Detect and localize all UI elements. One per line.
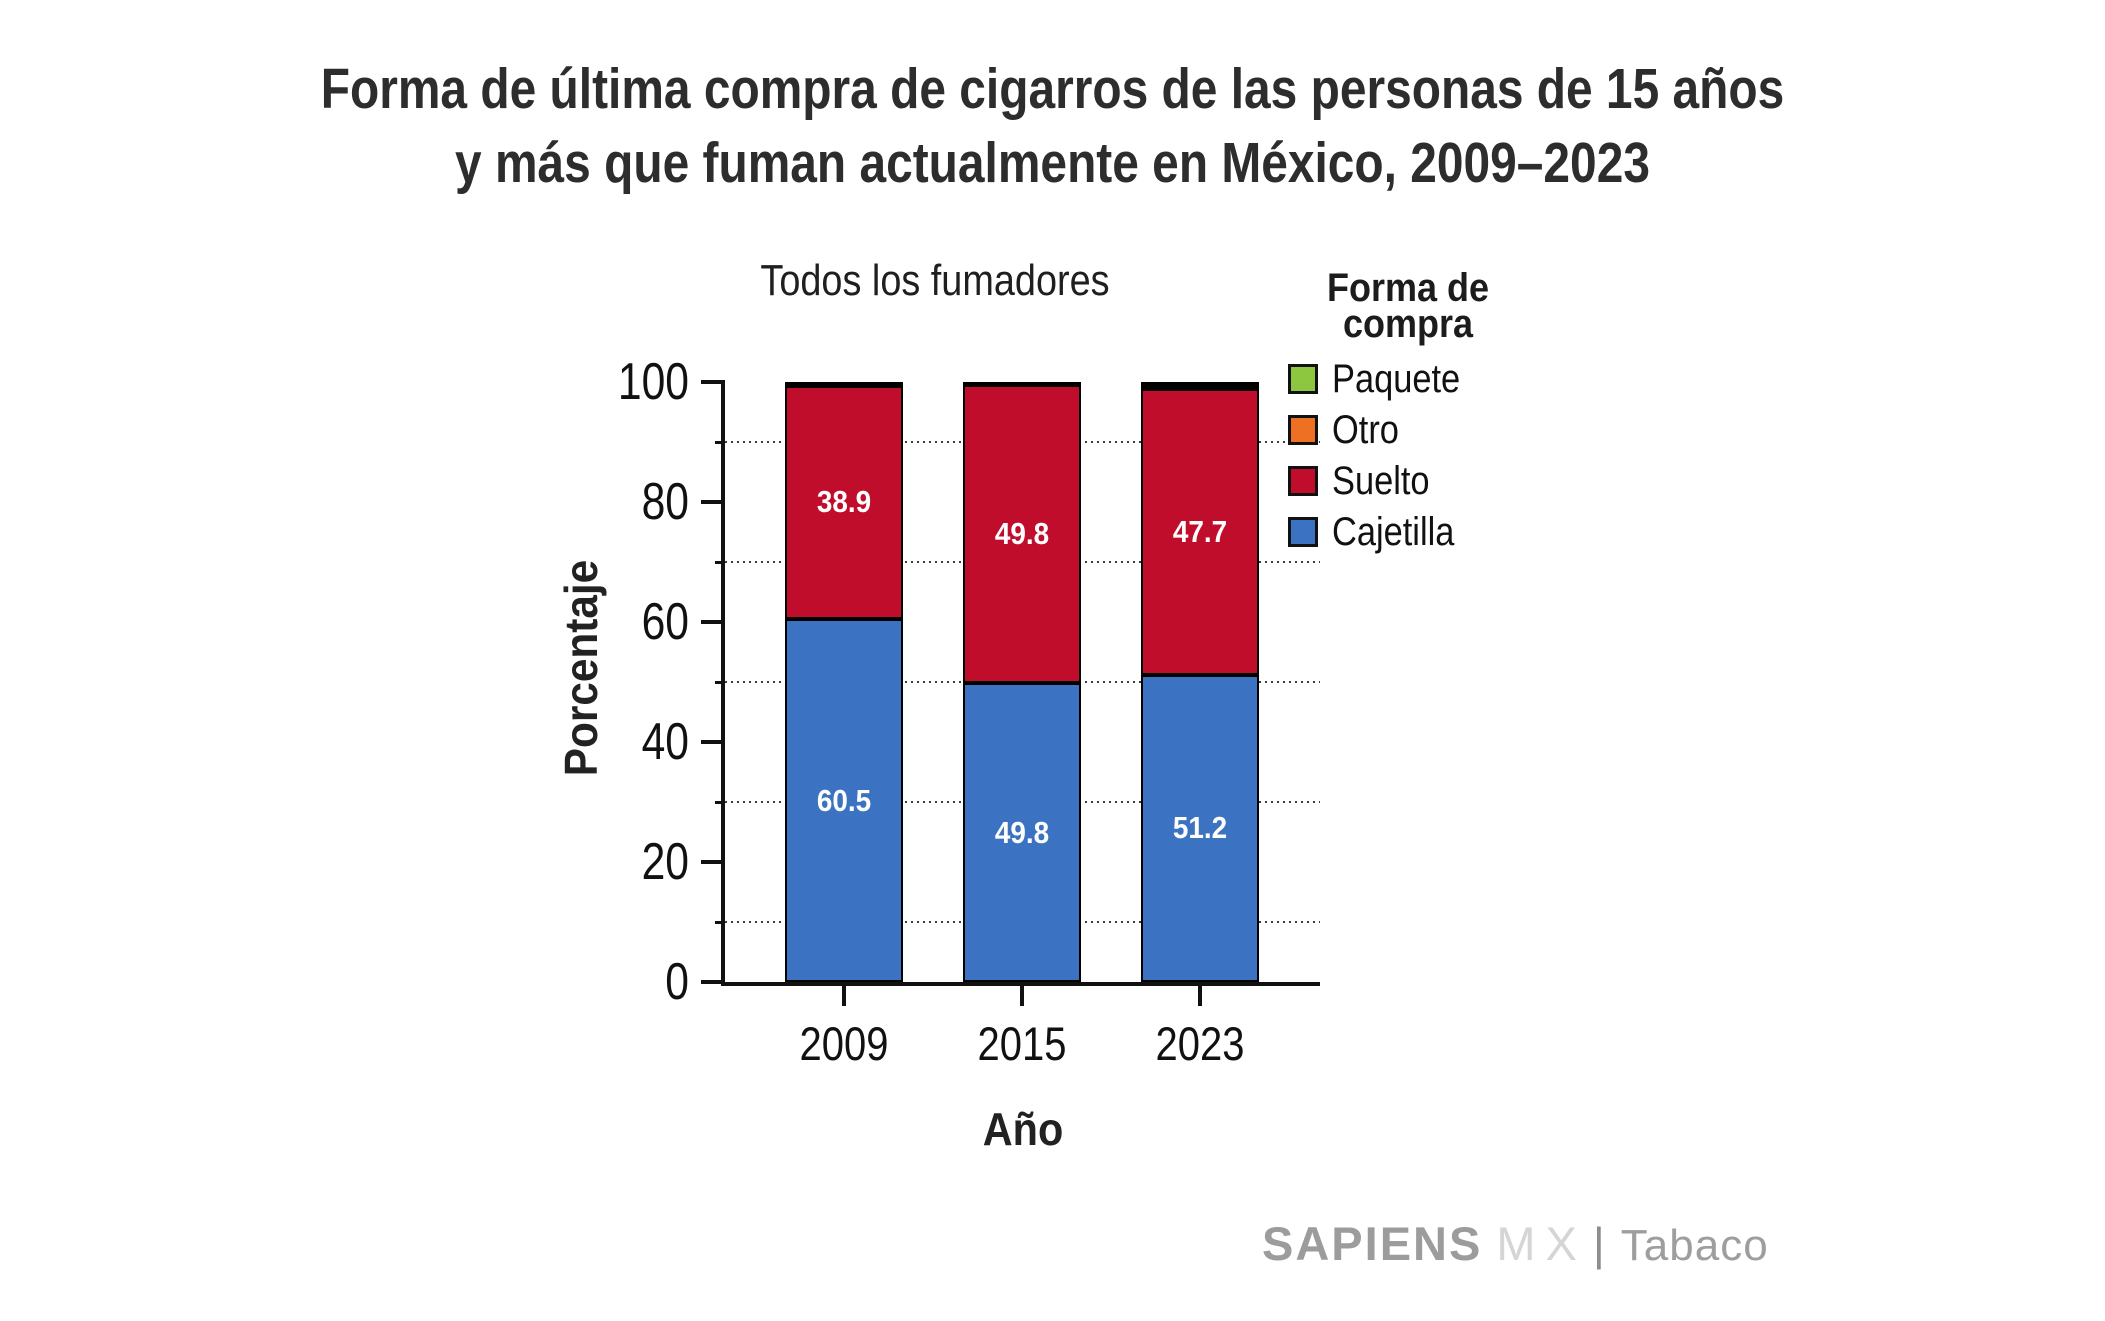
bar-segment-otro-2023 [1141, 385, 1259, 389]
bar-segment-suelto-2015 [963, 384, 1081, 684]
legend-item-label: Suelto [1332, 458, 1430, 503]
brand-sapiens: SAPIENS [1262, 1217, 1483, 1270]
y-tick-40 [701, 740, 721, 744]
bar-value-label-cajetilla-2023: 51.2 [1172, 810, 1228, 846]
y-tick-label-0: 0 [665, 953, 689, 1011]
brand-tag: Tabaco [1620, 1221, 1769, 1270]
bar-value-label-suelto-2015: 49.8 [994, 515, 1050, 551]
y-minor-tick-70 [715, 560, 725, 564]
bar-value-label-cajetilla-2009: 60.5 [816, 782, 872, 818]
x-axis-line [721, 982, 1320, 986]
panel-title: Todos los fumadores [760, 256, 1110, 305]
legend-item-label: Cajetilla [1332, 509, 1455, 554]
y-tick-label-60: 60 [641, 593, 689, 651]
bar-segment-paquete-2009 [785, 382, 903, 386]
y-tick-label-100: 100 [617, 353, 689, 411]
legend-title-line2: compra [1342, 302, 1474, 346]
brand-mx: MX [1496, 1217, 1587, 1270]
y-minor-tick-50 [715, 680, 725, 684]
brand-separator: | [1592, 1218, 1605, 1270]
x-axis-title: Año [982, 1103, 1064, 1155]
legend-item-label: Otro [1332, 407, 1399, 452]
bar-segment-paquete-2015 [963, 382, 1081, 386]
bar-segment-paquete-2023 [1141, 382, 1259, 386]
x-tick-label-2015: 2015 [977, 1017, 1067, 1070]
y-minor-tick-90 [715, 440, 725, 444]
x-tick-2015 [1020, 986, 1024, 1006]
y-tick-60 [701, 620, 721, 624]
y-minor-tick-10 [715, 920, 725, 924]
y-tick-20 [701, 860, 721, 864]
legend-swatch-suelto [1288, 466, 1318, 496]
legend-swatch-otro [1288, 415, 1318, 445]
y-tick-label-80: 80 [641, 473, 689, 531]
bar-segment-cajetilla-2023 [1141, 674, 1259, 982]
bar-segment-suelto-2009 [785, 385, 903, 619]
bar-value-label-suelto-2023: 47.7 [1172, 513, 1228, 549]
y-tick-0 [701, 980, 721, 984]
legend-item-cajetilla: Cajetilla [1288, 510, 1528, 554]
y-tick-label-20: 20 [641, 833, 689, 891]
y-minor-tick-30 [715, 800, 725, 804]
legend-items: Paquete Otro Suelto Cajetilla [1288, 357, 1528, 554]
x-tick-label-2023: 2023 [1155, 1017, 1245, 1070]
bar-value-label-cajetilla-2015: 49.8 [994, 814, 1050, 850]
legend-item-suelto: Suelto [1288, 459, 1528, 503]
bar-segment-cajetilla-2015 [963, 683, 1081, 982]
bar-value-label-suelto-2009: 38.9 [816, 484, 872, 520]
legend-title-line1: Forma de [1326, 266, 1490, 310]
bar-segment-suelto-2023 [1141, 388, 1259, 675]
y-axis-line [721, 380, 725, 986]
legend-title: Forma de compra [1300, 266, 1516, 346]
chart-title-line2: y más que fuman actualmente en México, 2… [455, 131, 1650, 195]
x-tick-label-2009: 2009 [799, 1017, 889, 1070]
legend-swatch-cajetilla [1288, 517, 1318, 547]
chart-title: Forma de última compra de cigarros de la… [0, 52, 2105, 200]
legend-swatch-paquete [1288, 364, 1318, 394]
legend-item-paquete: Paquete [1288, 357, 1528, 401]
bar-segment-cajetilla-2009 [785, 619, 903, 982]
x-tick-2023 [1198, 986, 1202, 1006]
brand-footer: SAPIENS MX | Tabaco [1262, 1216, 1769, 1271]
y-tick-80 [701, 500, 721, 504]
y-tick-100 [701, 380, 721, 384]
legend: Forma de compra Paquete Otro Suelto Cajetil… [1288, 266, 1528, 554]
x-tick-2009 [842, 986, 846, 1006]
legend-item-otro: Otro [1288, 408, 1528, 452]
legend-item-label: Paquete [1332, 356, 1461, 401]
chart-title-line1: Forma de última compra de cigarros de la… [320, 57, 1785, 121]
y-tick-label-40: 40 [641, 713, 689, 771]
